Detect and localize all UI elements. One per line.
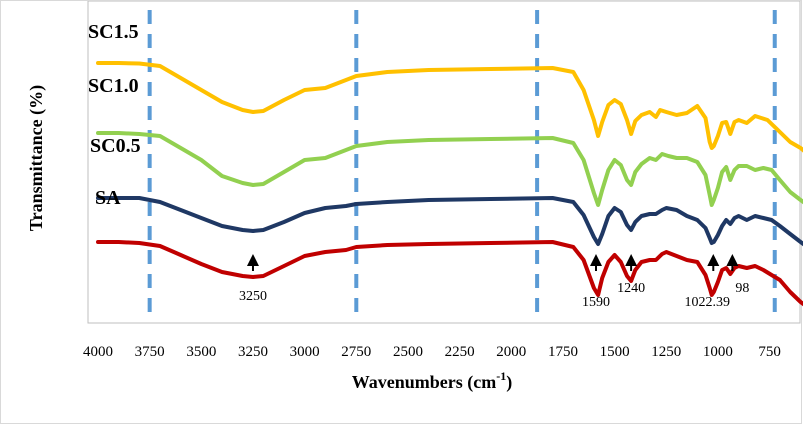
- x-tick-label-3250: 3250: [238, 344, 268, 360]
- x-tick-labels: 4000 3750 3500 3250 3000 2750 2500 2250 2000 1750…: [83, 344, 781, 360]
- x-axis-label-main: Wavenumbers (cm: [352, 372, 496, 393]
- x-tick-label-2750: 2750: [341, 344, 371, 360]
- series-label-sa: SA: [95, 187, 121, 209]
- series-line-sc0-5: [96, 196, 803, 247]
- annotation-label-1022.39: 1022.39: [685, 295, 731, 310]
- series-line-sc1-5: [96, 61, 803, 153]
- x-tick-label-2000: 2000: [496, 344, 526, 360]
- x-axis-label-sup: -1: [496, 369, 506, 383]
- series-line-sa: [96, 240, 803, 307]
- series-label-sc1-5: SC1.5: [88, 21, 139, 43]
- series-label-sc1-0: SC1.0: [88, 75, 139, 97]
- x-tick-label-1000: 1000: [703, 344, 733, 360]
- annotation-label-98: 98: [735, 281, 749, 296]
- annotation-label-3250: 3250: [239, 289, 267, 304]
- x-tick-label-3000: 3000: [290, 344, 320, 360]
- annotation-arrow-head: [707, 254, 720, 266]
- x-axis-label-close: ): [506, 372, 512, 393]
- x-tick-label-3500: 3500: [186, 344, 216, 360]
- x-tick-label-750: 750: [758, 344, 781, 360]
- series-lines: [96, 61, 803, 307]
- annotation-label-1590: 1590: [582, 295, 610, 310]
- x-tick-label-1750: 1750: [548, 344, 578, 360]
- series-label-sc0-5: SC0.5: [90, 135, 141, 157]
- x-tick-label-2500: 2500: [393, 344, 423, 360]
- x-tick-label-1500: 1500: [600, 344, 630, 360]
- series-line-sc1-0: [96, 131, 803, 207]
- x-tick-label-1250: 1250: [651, 344, 681, 360]
- x-tick-label-3750: 3750: [135, 344, 165, 360]
- x-tick-label-2250: 2250: [445, 344, 475, 360]
- series-labels: SC1.5 SC1.0 SC0.5 SA: [88, 21, 141, 209]
- annotation-arrow-head: [246, 254, 259, 266]
- x-tick-label-4000: 4000: [83, 344, 113, 360]
- reference-lines: [147, 10, 777, 320]
- y-axis-label: Transmittance (%): [26, 85, 47, 231]
- x-axis-label: Wavenumbers (cm-1): [352, 369, 512, 393]
- annotation-arrow-head: [726, 254, 739, 266]
- peak-annotations: 3250 1590 1240 1022.39 98: [239, 254, 749, 310]
- annotation-arrow-head: [625, 254, 638, 266]
- annotation-arrow-head: [590, 254, 603, 266]
- annotation-label-1240: 1240: [617, 281, 645, 296]
